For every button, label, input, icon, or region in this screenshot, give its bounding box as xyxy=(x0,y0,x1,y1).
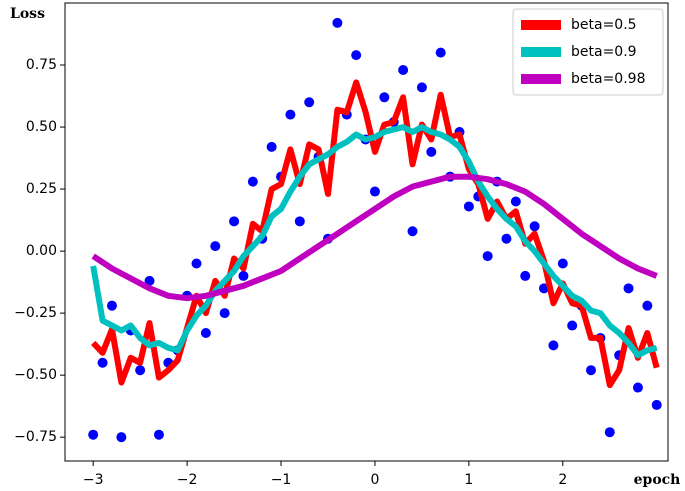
y-tick-label: 0.50 xyxy=(26,119,57,135)
x-tick-label: −2 xyxy=(177,472,198,488)
scatter-point xyxy=(463,201,474,212)
scatter-point xyxy=(200,327,211,338)
scatter-point xyxy=(294,216,305,227)
scatter-point xyxy=(585,365,596,376)
legend-label: beta=0.9 xyxy=(571,44,637,60)
x-axis-label: epoch xyxy=(634,472,681,488)
x-tick-label: 2 xyxy=(558,472,567,488)
scatter-point xyxy=(435,47,446,58)
scatter-point xyxy=(285,109,296,120)
scatter-point xyxy=(266,141,277,152)
scatter-point xyxy=(88,429,99,440)
scatter-point xyxy=(651,399,662,410)
x-tick-label: 0 xyxy=(370,472,379,488)
x-tick-label: 1 xyxy=(464,472,473,488)
y-tick-label: −0.75 xyxy=(14,429,57,445)
scatter-point xyxy=(144,275,155,286)
legend-label: beta=0.5 xyxy=(571,17,637,33)
plot-frame xyxy=(64,2,669,462)
scatter-point xyxy=(210,241,221,252)
scatter-point xyxy=(520,270,531,281)
scatter-point xyxy=(116,432,127,443)
scatter-point xyxy=(238,270,249,281)
scatter-point xyxy=(153,429,164,440)
scatter-point xyxy=(304,97,315,108)
plot-area xyxy=(88,17,662,443)
y-tick-label: −0.50 xyxy=(14,367,57,383)
x-tick-label: −1 xyxy=(271,472,292,488)
legend-box xyxy=(512,8,664,96)
scatter-point xyxy=(97,357,108,368)
scatter-point xyxy=(604,427,615,438)
scatter-point xyxy=(623,283,634,294)
line-series xyxy=(91,173,658,302)
y-tick-label: 0.25 xyxy=(26,181,57,197)
scatter-point xyxy=(135,365,146,376)
scatter-point xyxy=(501,233,512,244)
scatter-point xyxy=(398,64,409,75)
scatter-point xyxy=(351,50,362,61)
scatter-point xyxy=(247,176,258,187)
line-series xyxy=(90,124,658,359)
scatter-point xyxy=(219,308,230,319)
legend: beta=0.5 beta=0.9 beta=0.98 xyxy=(512,8,664,96)
scatter-point xyxy=(642,300,653,311)
x-tick-label: −3 xyxy=(83,472,104,488)
scatter-point xyxy=(407,226,418,237)
scatter-point xyxy=(529,221,540,232)
scatter-point xyxy=(426,146,437,157)
scatter-point xyxy=(567,320,578,331)
scatter-point xyxy=(106,300,117,311)
scatter-point xyxy=(482,251,493,262)
scatter-point xyxy=(229,216,240,227)
line-series xyxy=(91,79,660,389)
legend-label: beta=0.98 xyxy=(571,71,645,87)
scatter-point xyxy=(191,258,202,269)
y-tick-label: 0.75 xyxy=(26,57,57,73)
y-tick-label: −0.25 xyxy=(14,305,57,321)
scatter-point xyxy=(557,258,568,269)
scatter-point xyxy=(369,186,380,197)
scatter-point xyxy=(548,340,559,351)
scatter-point xyxy=(379,92,390,103)
scatter-point xyxy=(416,82,427,93)
scatter-point xyxy=(632,382,643,393)
y-axis-label: Loss xyxy=(10,6,45,22)
scatter-point xyxy=(332,17,343,28)
scatter-point xyxy=(510,196,521,207)
y-tick-label: 0.00 xyxy=(26,243,57,259)
